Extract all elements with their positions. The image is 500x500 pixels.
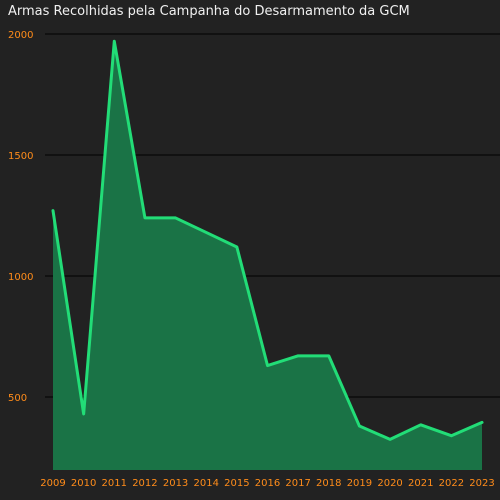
chart-title: Armas Recolhidas pela Campanha do Desarm… bbox=[8, 4, 410, 19]
x-tick-label-2021: 2021 bbox=[408, 478, 433, 489]
x-tick-label-2022: 2022 bbox=[439, 478, 464, 489]
x-tick-label-2010: 2010 bbox=[71, 478, 96, 489]
x-tick-label-2011: 2011 bbox=[102, 478, 127, 489]
x-tick-label-2018: 2018 bbox=[316, 478, 341, 489]
x-tick-label-2019: 2019 bbox=[347, 478, 372, 489]
x-tick-label-2016: 2016 bbox=[255, 478, 280, 489]
x-tick-label-2009: 2009 bbox=[40, 478, 65, 489]
y-tick-label-500: 500 bbox=[8, 393, 27, 404]
x-tick-label-2013: 2013 bbox=[163, 478, 188, 489]
x-tick-label-2015: 2015 bbox=[224, 478, 249, 489]
x-tick-label-2012: 2012 bbox=[132, 478, 157, 489]
y-tick-label-1000: 1000 bbox=[8, 272, 33, 283]
series-line bbox=[51, 39, 484, 441]
x-tick-label-2020: 2020 bbox=[377, 478, 402, 489]
series-area-fill bbox=[53, 41, 482, 470]
x-tick-label-2023: 2023 bbox=[469, 478, 494, 489]
x-tick-label-2017: 2017 bbox=[285, 478, 310, 489]
x-tick-label-2014: 2014 bbox=[193, 478, 218, 489]
y-tick-label-1500: 1500 bbox=[8, 151, 33, 162]
y-tick-label-2000: 2000 bbox=[8, 30, 33, 41]
